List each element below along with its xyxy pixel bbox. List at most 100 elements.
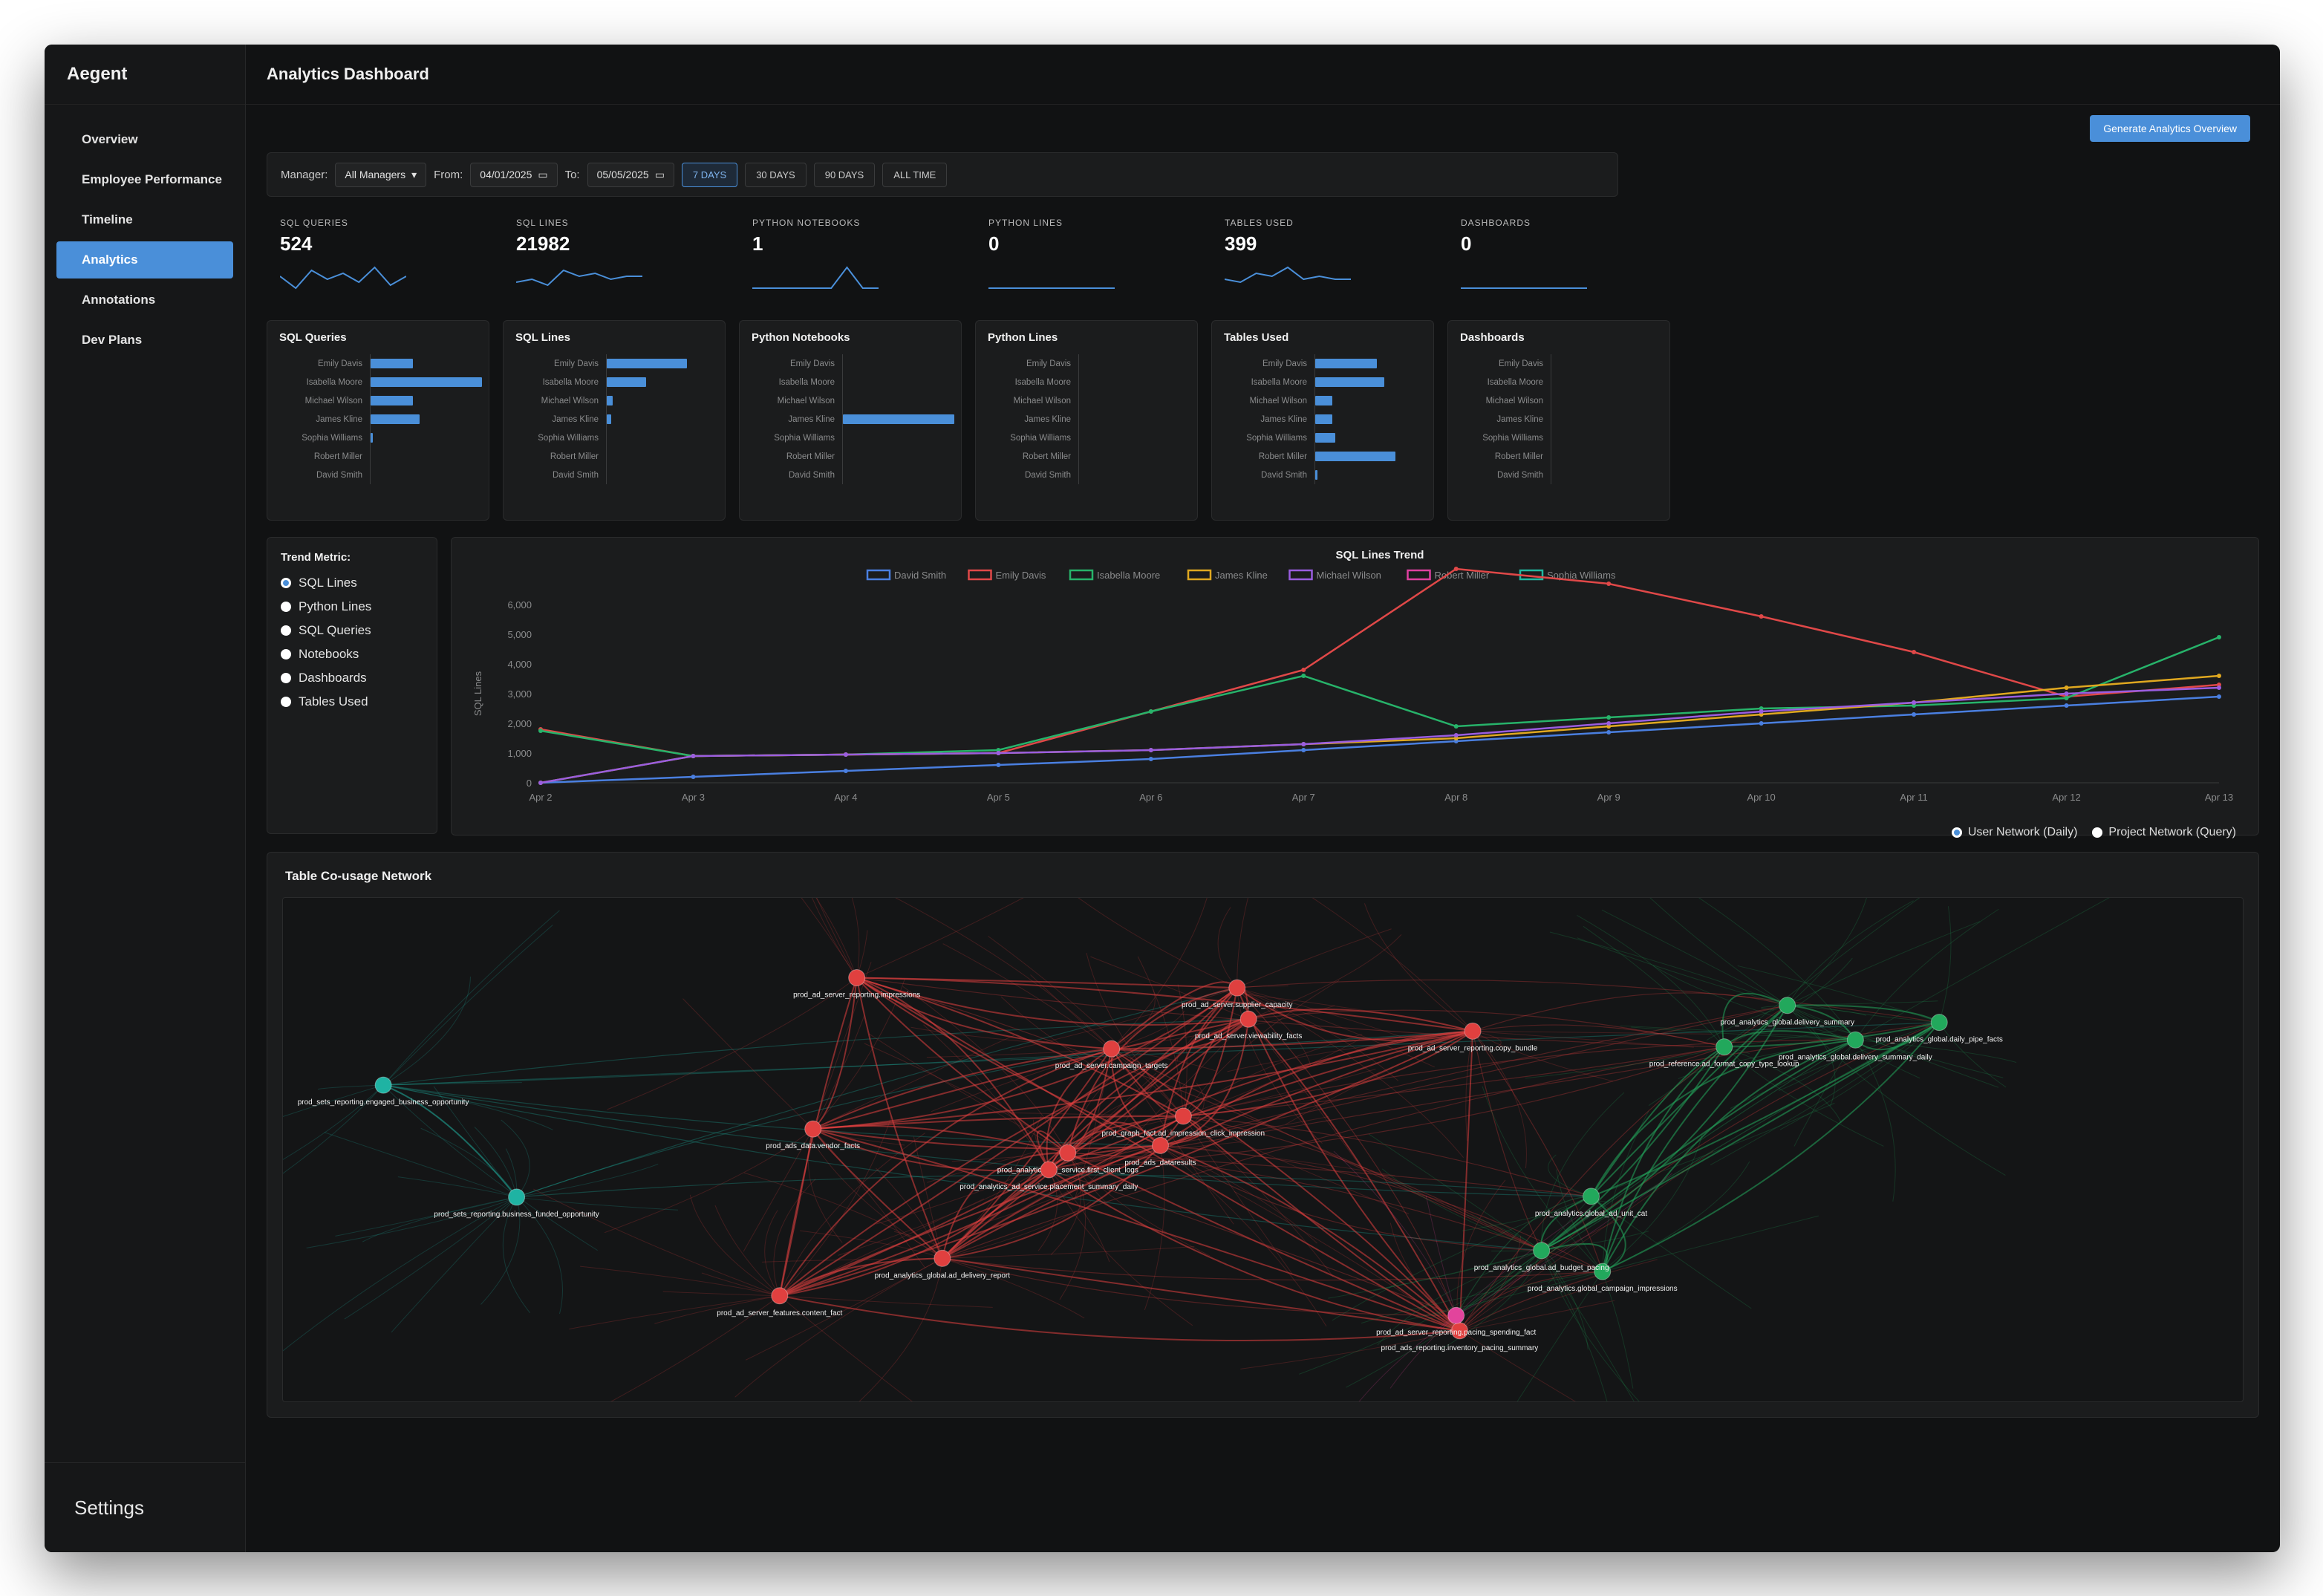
trend-option-notebooks[interactable]: Notebooks <box>281 642 423 666</box>
bar-row: James Kline <box>752 410 954 429</box>
sidebar-item-timeline[interactable]: Timeline <box>82 212 133 227</box>
range-90-days-button[interactable]: 90 DAYS <box>813 162 876 187</box>
network-edge <box>779 1133 925 1296</box>
network-node[interactable] <box>1447 1306 1465 1324</box>
network-edge <box>1090 956 1249 1020</box>
sidebar-item-overview[interactable]: Overview <box>82 132 138 146</box>
sidebar-item-analytics[interactable]: Analytics <box>56 241 233 279</box>
network-node[interactable] <box>1464 1022 1482 1040</box>
to-date-input[interactable]: 05/05/2025 ▭ <box>587 162 674 187</box>
network-node-label: prod_analytics_ad_service.placement_summ… <box>960 1183 1138 1191</box>
network-node[interactable] <box>374 1076 392 1094</box>
settings-link[interactable]: Settings <box>45 1462 245 1552</box>
network-edge <box>1066 987 1237 1153</box>
network-graph-svg[interactable]: prod_sets_reporting.business_funded_oppo… <box>283 898 2244 1402</box>
data-point <box>1453 733 1459 737</box>
sidebar-item-employee-performance[interactable]: Employee Performance <box>82 172 222 186</box>
trend-option-sql-lines[interactable]: SQL Lines <box>281 571 423 595</box>
chevron-down-icon: ▾ <box>411 168 417 180</box>
network-node[interactable] <box>1930 1014 1948 1032</box>
network-edge <box>1237 928 1392 988</box>
network-edge <box>1182 980 1340 1117</box>
network-edge <box>607 977 857 1110</box>
bar-row: Isabella Moore <box>515 373 713 391</box>
sidebar-item-dev-plans[interactable]: Dev Plans <box>82 333 143 347</box>
network-node[interactable] <box>804 1120 822 1138</box>
bar-row: David Smith <box>279 466 477 484</box>
bar-track <box>1551 373 1658 391</box>
bar-label: James Kline <box>552 414 599 424</box>
radio-icon <box>281 602 291 612</box>
trend-option-dashboards[interactable]: Dashboards <box>281 666 423 690</box>
network-edge <box>533 1188 780 1297</box>
network-node[interactable] <box>1846 1031 1864 1049</box>
network-edge <box>851 898 860 978</box>
network-node[interactable] <box>1239 1010 1257 1028</box>
stat-card: SQL LINES 21982 <box>503 218 739 307</box>
network-node[interactable] <box>1040 1161 1058 1179</box>
network-edge <box>1724 1030 1837 1048</box>
network-node[interactable] <box>848 968 866 986</box>
bar-label: Emily Davis <box>789 359 835 368</box>
project-network-option[interactable]: Project Network (Query) <box>2092 826 2236 839</box>
network-node[interactable] <box>508 1188 526 1206</box>
network-node[interactable] <box>1228 979 1246 997</box>
trend-option-tables-used[interactable]: Tables Used <box>281 690 423 714</box>
network-node[interactable] <box>1594 1263 1612 1280</box>
network-edge <box>812 898 858 978</box>
stat-value: 0 <box>1461 232 1472 255</box>
network-node[interactable] <box>1779 997 1796 1014</box>
network-node[interactable] <box>934 1249 951 1267</box>
bar-track <box>1551 354 1658 373</box>
network-node-label: prod_analytics_global.delivery_summary_d… <box>1779 1053 1932 1061</box>
range-all-time-button[interactable]: ALL TIME <box>882 162 948 187</box>
network-edge <box>1110 1049 1162 1147</box>
network-node[interactable] <box>1583 1188 1600 1205</box>
network-node[interactable] <box>1533 1242 1551 1260</box>
network-edge <box>1160 1005 1788 1146</box>
sparkline <box>1461 287 1587 289</box>
app-window: Aegent Overview Employee Performance Tim… <box>45 45 2280 1552</box>
generate-overview-button[interactable]: Generate Analytics Overview <box>2090 115 2250 142</box>
user-network-option[interactable]: User Network (Daily) <box>1951 826 2077 839</box>
network-edge <box>1472 1031 1527 1169</box>
network-node[interactable] <box>1059 1144 1077 1162</box>
bar-track <box>1551 429 1658 447</box>
network-edge <box>1425 1195 1457 1316</box>
bar-card: SQL Queries Emily Davis Isabella Moore Mich… <box>267 320 489 521</box>
bar-label: Sophia Williams <box>302 433 362 443</box>
network-edge <box>382 976 471 1086</box>
network-node[interactable] <box>1151 1136 1169 1154</box>
data-point <box>1912 700 1917 705</box>
manager-select[interactable]: All Managers ▾ <box>335 162 427 187</box>
trend-metric-options: SQL Lines Python Lines SQL Queries Notebook… <box>281 571 423 714</box>
trend-option-sql-queries[interactable]: SQL Queries <box>281 619 423 642</box>
network-canvas[interactable]: prod_sets_reporting.business_funded_oppo… <box>282 897 2244 1402</box>
network-edge <box>942 1200 1092 1259</box>
network-node[interactable] <box>1716 1038 1733 1056</box>
range-30-days-button[interactable]: 30 DAYS <box>745 162 807 187</box>
calendar-icon: ▭ <box>654 168 665 180</box>
network-node[interactable] <box>1103 1040 1121 1058</box>
bar-row: Emily Davis <box>988 354 1185 373</box>
sidebar-item-annotations[interactable]: Annotations <box>82 293 156 307</box>
bar-label: David Smith <box>316 470 362 480</box>
trend-metric-panel: Trend Metric: SQL Lines Python Lines SQL Q… <box>267 537 437 834</box>
bar-track <box>606 354 713 373</box>
from-date-input[interactable]: 04/01/2025 ▭ <box>470 162 558 187</box>
network-node[interactable] <box>771 1287 789 1305</box>
series-line <box>540 674 2220 784</box>
data-point <box>1912 650 1917 654</box>
network-node[interactable] <box>1174 1107 1192 1125</box>
trend-option-python-lines[interactable]: Python Lines <box>281 595 423 619</box>
network-edge <box>1285 1030 1473 1125</box>
network-edge <box>779 1294 1460 1342</box>
bar-track <box>606 466 713 484</box>
x-tick-label: Apr 8 <box>1444 792 1467 803</box>
data-point <box>996 763 1001 767</box>
bar-row: Isabella Moore <box>1224 373 1421 391</box>
bar <box>1315 359 1377 368</box>
trend-option-label: Notebooks <box>299 647 359 661</box>
network-edge <box>1787 898 1867 1006</box>
range-7-days-button[interactable]: 7 DAYS <box>681 162 738 187</box>
